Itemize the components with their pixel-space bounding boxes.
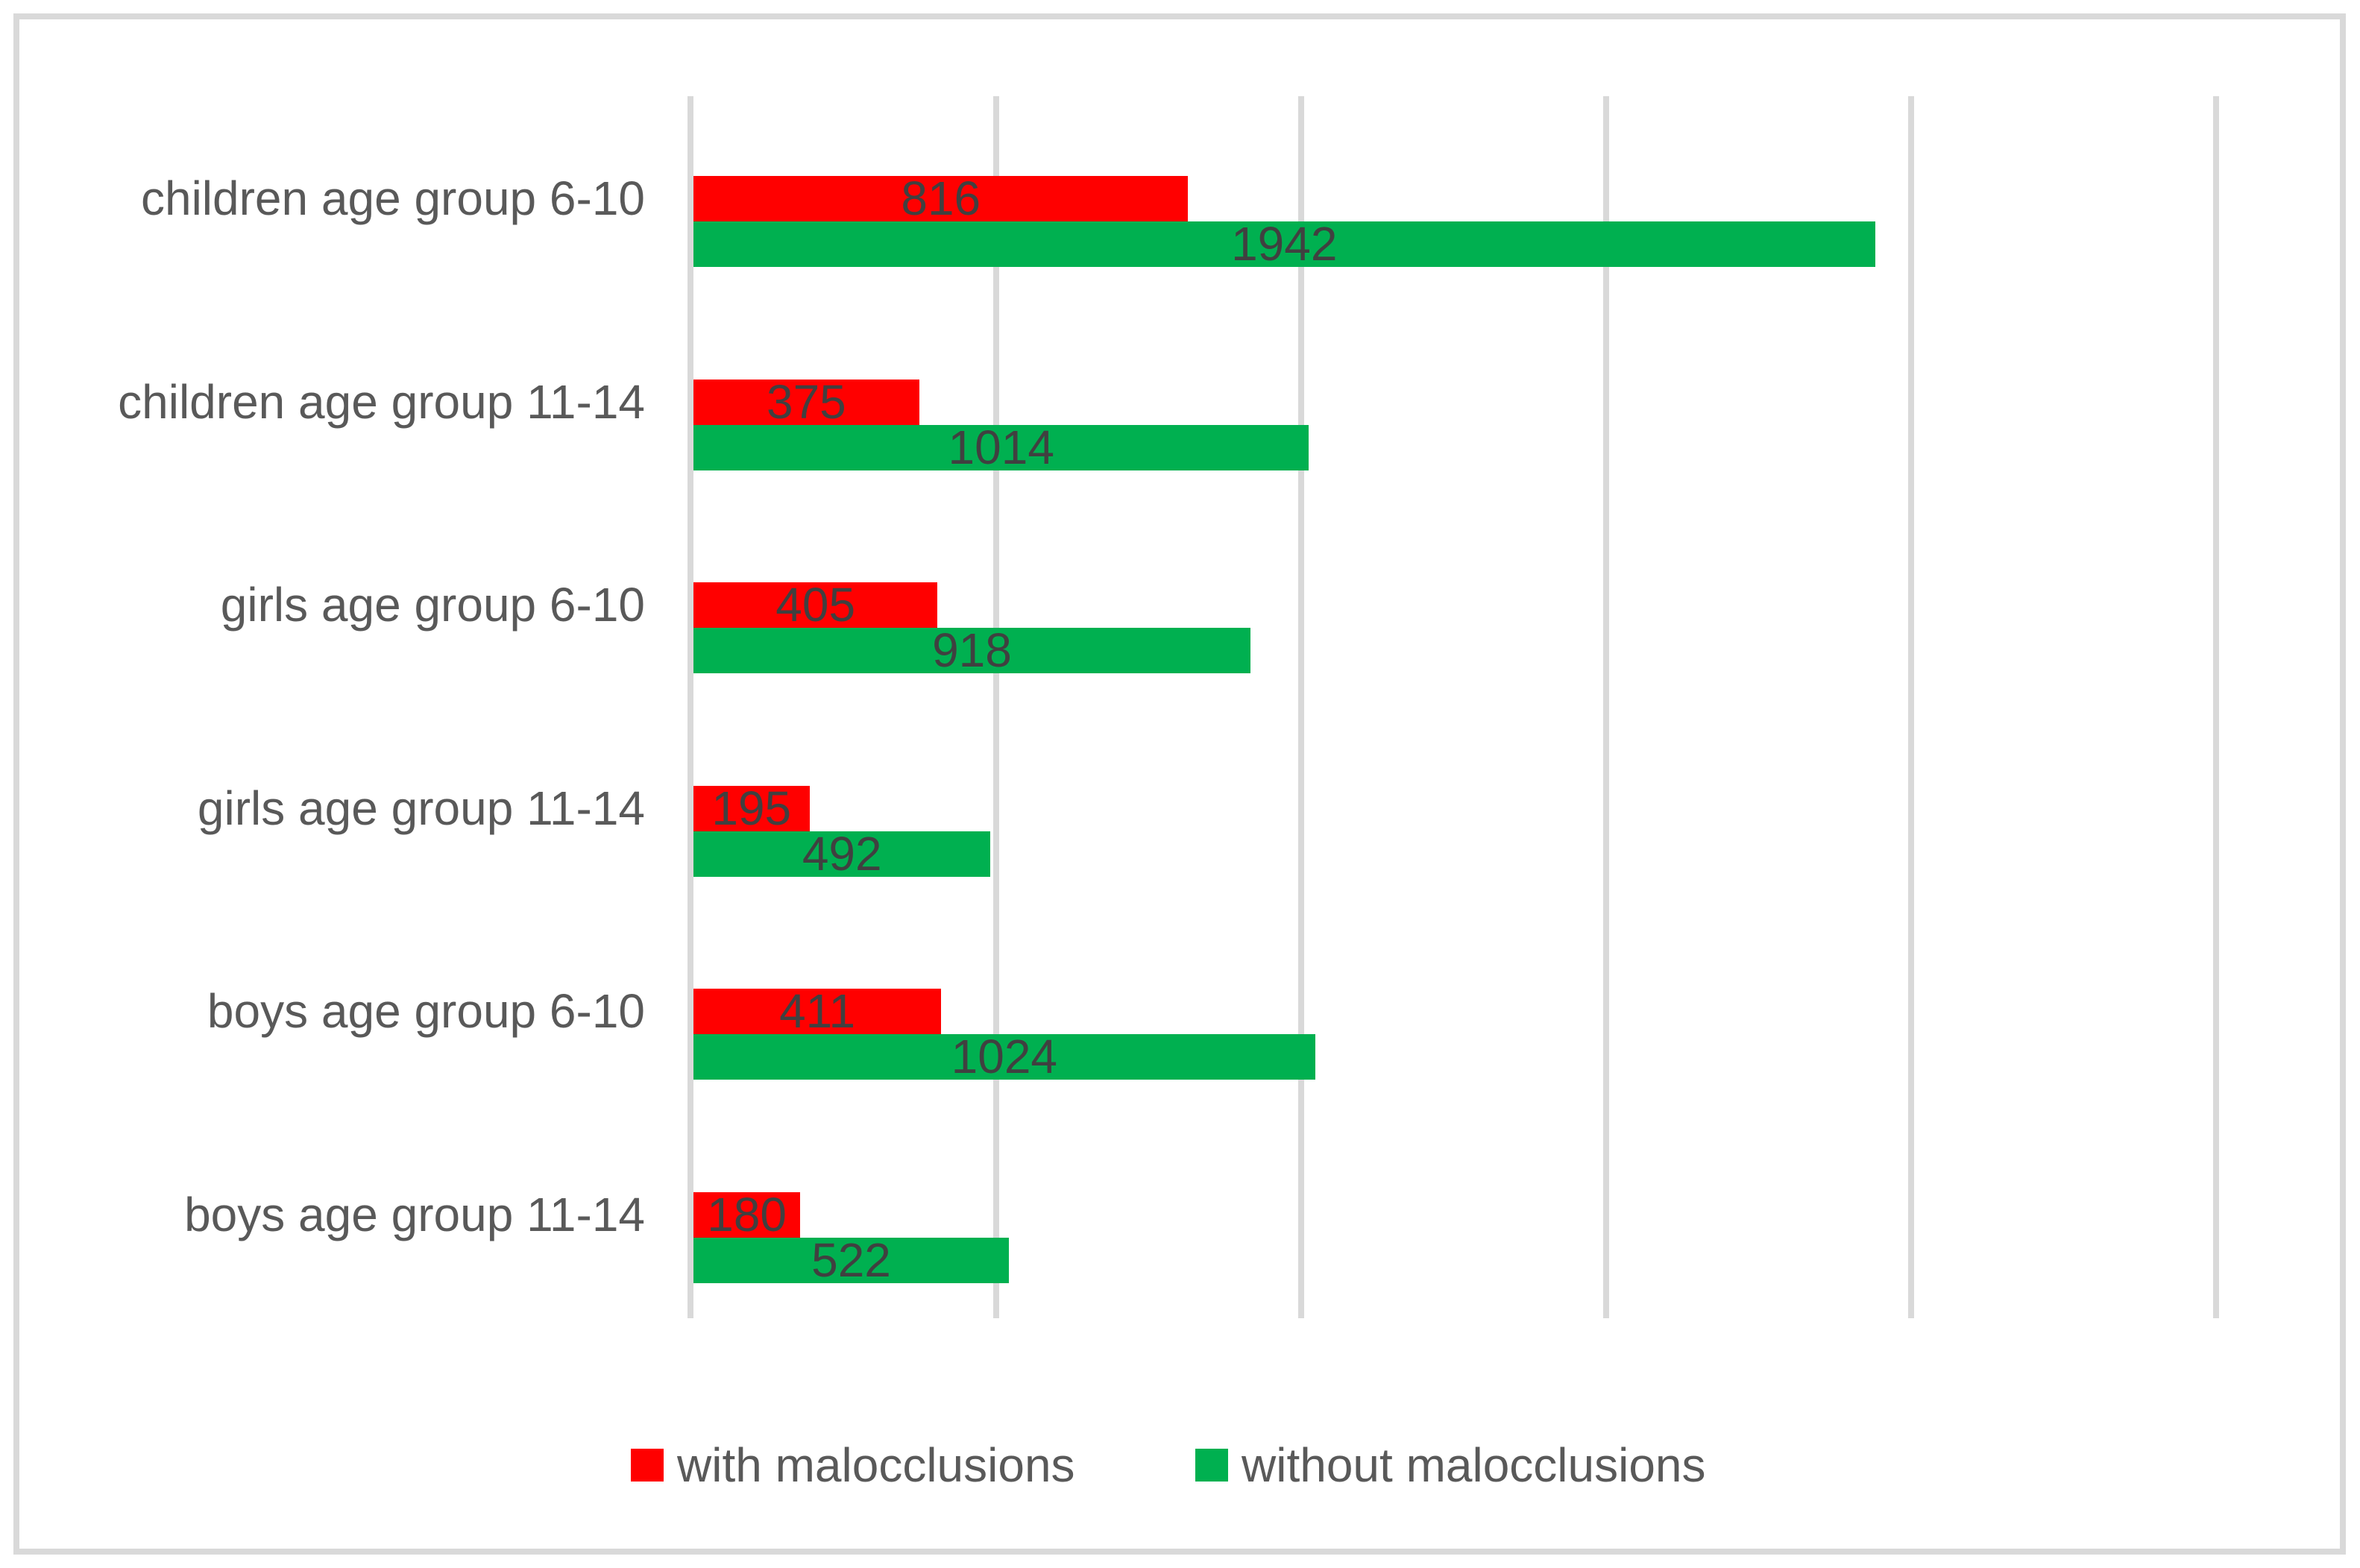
bar-without-malocclusions xyxy=(693,831,991,877)
bar-without-malocclusions xyxy=(693,1034,1315,1080)
category-label: girls age group 6-10 xyxy=(220,578,645,632)
value-label: 1014 xyxy=(948,420,1054,474)
bar-without-malocclusions xyxy=(693,1238,1009,1283)
value-label: 375 xyxy=(766,374,846,429)
category-label: girls age group 11-14 xyxy=(197,781,645,835)
bar-with-malocclusions xyxy=(693,989,942,1035)
value-label: 180 xyxy=(707,1188,787,1241)
category-label: boys age group 11-14 xyxy=(184,1188,645,1241)
value-label: 816 xyxy=(901,171,981,225)
bar-with-malocclusions xyxy=(693,379,919,425)
bar-with-malocclusions xyxy=(693,582,938,629)
gridline xyxy=(1907,96,1914,1318)
category-label: boys age group 6-10 xyxy=(207,984,645,1039)
bar-with-malocclusions xyxy=(693,785,810,831)
value-label: 411 xyxy=(779,984,856,1039)
gridline xyxy=(2212,96,2219,1318)
gridline xyxy=(687,96,693,1318)
value-label: 522 xyxy=(811,1233,891,1287)
category-label: children age group 6-10 xyxy=(140,171,645,225)
bar-without-malocclusions xyxy=(693,424,1309,470)
bar-with-malocclusions xyxy=(693,1192,801,1238)
bar-without-malocclusions xyxy=(693,221,1875,267)
bar-without-malocclusions xyxy=(693,628,1250,674)
gridline xyxy=(1602,96,1609,1318)
value-label: 1942 xyxy=(1231,217,1338,271)
value-label: 492 xyxy=(802,826,882,881)
value-label: 195 xyxy=(711,781,792,835)
value-label: 918 xyxy=(932,623,1012,678)
category-label: children age group 11-14 xyxy=(118,374,645,429)
value-label: 405 xyxy=(775,578,856,632)
bar-with-malocclusions xyxy=(693,176,1189,221)
chart-border xyxy=(13,13,2346,1555)
value-label: 1024 xyxy=(951,1030,1057,1084)
gridline xyxy=(992,96,999,1318)
gridline xyxy=(1297,96,1304,1318)
